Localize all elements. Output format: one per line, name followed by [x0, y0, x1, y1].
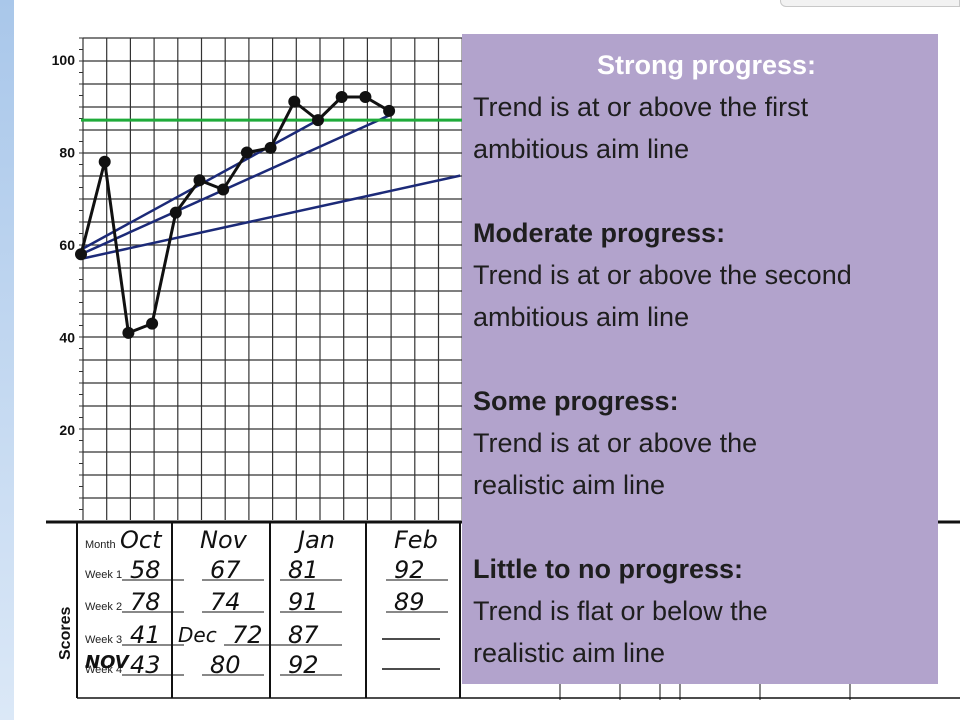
row-label: Month [85, 539, 116, 551]
data-point [193, 174, 206, 187]
some-progress-heading: Some progress: [473, 386, 679, 416]
score-cell: 81 [288, 556, 319, 584]
data-point [169, 206, 182, 219]
score-table: Scores Month Week 1 Week 2 Week 3 Week 4 Oct No… [57, 522, 960, 700]
month-header-oct: Oct [120, 526, 163, 554]
nov-tag: NOV [85, 652, 131, 673]
score-cell: 78 [130, 588, 161, 616]
strong-progress-heading: Strong progress: [596, 50, 817, 80]
scores-label: Scores [57, 607, 74, 660]
y-tick-label-40: 40 [59, 330, 75, 346]
aim-line-3 [80, 174, 461, 261]
little-progress-text-1: Trend is flat or below the [473, 596, 768, 626]
aim-lines [80, 114, 461, 261]
score-cell: 74 [210, 588, 241, 616]
little-progress-heading: Little to no progress: [473, 554, 743, 584]
score-line [79, 95, 390, 335]
little-progress-text-2: realistic aim line [473, 638, 666, 668]
data-point [122, 326, 135, 339]
moderate-progress-heading: Moderate progress: [473, 218, 726, 248]
row-label: Week 4 [85, 664, 122, 676]
data-point [288, 95, 301, 108]
month-header-feb: Feb [394, 526, 438, 554]
data-point [146, 317, 159, 330]
data-point [264, 141, 277, 154]
score-cell: 67 [210, 556, 241, 584]
score-cell: 43 [130, 651, 161, 679]
strong-progress-text-2: ambitious aim line [473, 134, 690, 164]
y-tick-label-60: 60 [59, 237, 75, 253]
row-label: Week 3 [85, 634, 122, 646]
data-point [312, 114, 324, 127]
dec-tag: Dec [178, 623, 217, 647]
moderate-progress-text-1: Trend is at or above the second [473, 260, 852, 290]
month-header-nov: Nov [200, 526, 248, 554]
score-cell: 92 [394, 556, 425, 584]
y-axis-ticks: 100 80 60 40 20 [52, 52, 76, 438]
data-point [240, 146, 253, 159]
data-point [98, 155, 111, 168]
score-cell: 87 [288, 621, 319, 649]
score-cell: 72 [232, 621, 263, 649]
some-progress-text-2: realistic aim line [473, 470, 666, 500]
score-cell: 89 [394, 588, 425, 616]
score-cell: 41 [130, 621, 161, 649]
score-cell: 92 [288, 651, 319, 679]
score-cell: 58 [130, 556, 161, 584]
y-tick-label-80: 80 [59, 145, 75, 161]
row-label: Week 2 [85, 601, 122, 613]
row-label: Week 1 [85, 569, 122, 581]
moderate-progress-text-2: ambitious aim line [473, 302, 690, 332]
progress-legend-panel: Strong progress: Trend is at or above th… [462, 34, 938, 684]
score-series [75, 91, 396, 339]
y-tick-label-100: 100 [52, 52, 76, 68]
data-point [217, 183, 230, 196]
score-cell: 80 [210, 651, 241, 679]
aim-line-2 [80, 114, 390, 256]
data-point [359, 91, 372, 103]
score-cell: 91 [288, 588, 319, 616]
some-progress-text-1: Trend is at or above the [473, 428, 758, 458]
data-point [75, 248, 87, 261]
month-header-jan: Jan [294, 526, 335, 554]
slide-left-accent [0, 0, 14, 720]
data-point [335, 91, 348, 103]
y-tick-label-20: 20 [59, 422, 75, 438]
strong-progress-text-1: Trend is at or above the first [473, 92, 809, 122]
data-point [383, 104, 396, 117]
